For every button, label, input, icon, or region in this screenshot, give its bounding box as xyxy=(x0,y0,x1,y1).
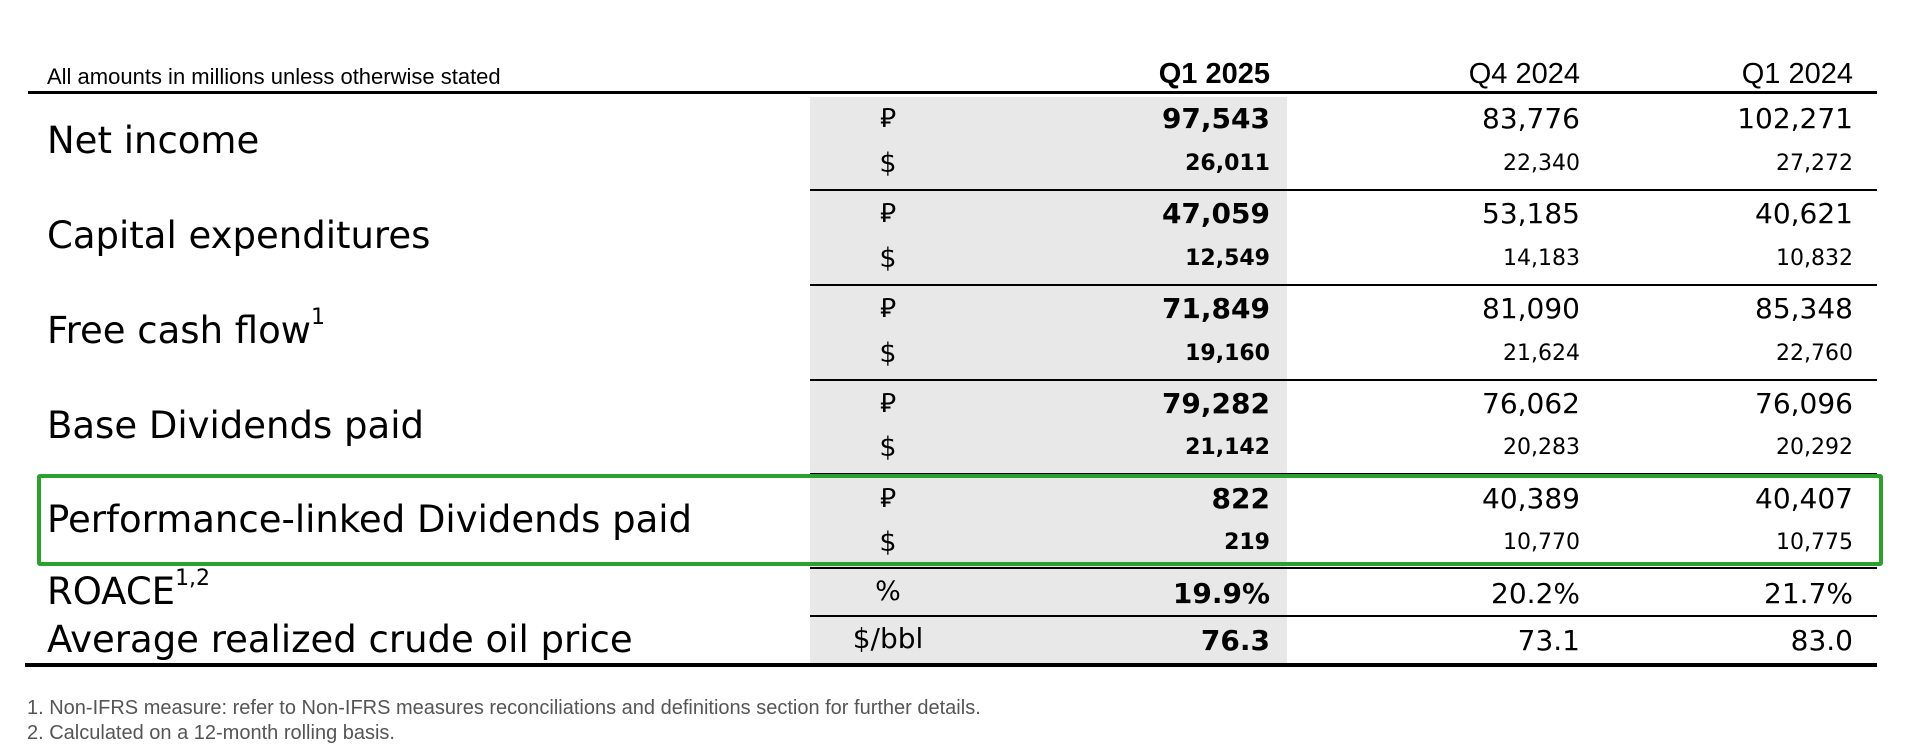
performance-dividends-highlight xyxy=(37,474,1883,566)
footnote-1: 1. Non-IFRS measure: refer to Non-IFRS m… xyxy=(27,697,981,719)
value-cell: 71,849 xyxy=(1161,292,1270,325)
row-label-performance-dividends: Performance-linked Dividends paid xyxy=(47,498,693,541)
unit-riyal-symbol: ⃁ xyxy=(879,293,897,324)
value-cell: 79,282 xyxy=(1161,387,1270,420)
value-cell: 10,832 xyxy=(1776,246,1853,271)
value-cell: 12,549 xyxy=(1185,246,1270,271)
unit-riyal-symbol: ⃁ xyxy=(879,483,897,514)
table-bottom-rule xyxy=(25,663,1877,667)
value-cell: 83,776 xyxy=(1482,102,1580,135)
value-cell: 27,272 xyxy=(1776,151,1853,176)
row-label-net-income: Net income xyxy=(47,119,260,162)
row-label-base-dividends: Base Dividends paid xyxy=(47,404,424,447)
unit-percent-symbol: % xyxy=(875,576,901,607)
header-rule xyxy=(28,91,1877,94)
value-cell: 22,760 xyxy=(1776,341,1853,366)
value-cell: 102,271 xyxy=(1737,102,1853,135)
amounts-note: All amounts in millions unless otherwise… xyxy=(47,64,501,89)
value-cell: 53,185 xyxy=(1482,197,1580,230)
value-cell: 822 xyxy=(1211,482,1270,515)
footnote-ref: 1 xyxy=(311,305,325,330)
unit-dollar-symbol: $ xyxy=(879,243,897,274)
q1-2025-column-shading xyxy=(810,97,1287,665)
row-label-roace: ROACE1,2 xyxy=(47,566,211,613)
value-cell: 26,011 xyxy=(1185,151,1270,176)
footnote-ref: 1,2 xyxy=(175,566,211,591)
unit-dollar-symbol: $ xyxy=(879,432,897,463)
unit-dollar-symbol: $ xyxy=(879,148,897,179)
value-cell: 219 xyxy=(1224,530,1270,555)
column-header-q1-2024: Q1 2024 xyxy=(1741,58,1853,90)
footnote-2: 2. Calculated on a 12-month rolling basi… xyxy=(27,722,395,744)
value-cell: 40,389 xyxy=(1482,482,1580,515)
row-divider xyxy=(810,189,1877,191)
value-cell: 40,621 xyxy=(1755,197,1853,230)
value-cell: 22,340 xyxy=(1503,151,1580,176)
unit-dollar-symbol: $ xyxy=(879,338,897,369)
row-divider xyxy=(810,567,1877,569)
row-label-crude-oil-price: Average realized crude oil price xyxy=(47,618,633,661)
value-cell: 85,348 xyxy=(1755,292,1853,325)
value-cell: 81,090 xyxy=(1482,292,1580,325)
value-cell: 21,624 xyxy=(1503,341,1580,366)
value-cell: 20,283 xyxy=(1503,435,1580,460)
row-label-free-cash-flow: Free cash flow1 xyxy=(47,305,325,352)
row-divider xyxy=(810,615,1877,617)
value-cell: 19.9% xyxy=(1172,577,1270,610)
column-header-q1-2025: Q1 2025 xyxy=(1158,58,1270,90)
value-cell: 14,183 xyxy=(1503,246,1580,271)
row-divider xyxy=(810,379,1877,381)
value-cell: 47,059 xyxy=(1161,197,1270,230)
value-cell: 19,160 xyxy=(1185,341,1270,366)
value-cell: 83.0 xyxy=(1790,624,1853,657)
column-header-q4-2024: Q4 2024 xyxy=(1468,58,1580,90)
value-cell: 20,292 xyxy=(1776,435,1853,460)
unit-dollar-symbol: $ xyxy=(879,527,897,558)
value-cell: 20.2% xyxy=(1491,577,1580,610)
value-cell: 10,770 xyxy=(1503,530,1580,555)
unit-riyal-symbol: ⃁ xyxy=(879,198,897,229)
unit-riyal-symbol: ⃁ xyxy=(879,388,897,419)
value-cell: 21,142 xyxy=(1185,435,1270,460)
unit-dollar-per-barrel: $/bbl xyxy=(852,622,924,655)
value-cell: 10,775 xyxy=(1776,530,1853,555)
unit-riyal-symbol: ⃁ xyxy=(879,103,897,134)
value-cell: 76,062 xyxy=(1482,387,1580,420)
value-cell: 76,096 xyxy=(1755,387,1853,420)
row-label-capital-expenditures: Capital expenditures xyxy=(47,214,431,257)
value-cell: 40,407 xyxy=(1755,482,1853,515)
value-cell: 76.3 xyxy=(1200,624,1270,657)
value-cell: 21.7% xyxy=(1764,577,1853,610)
value-cell: 97,543 xyxy=(1161,102,1270,135)
value-cell: 73.1 xyxy=(1517,624,1580,657)
row-divider xyxy=(810,284,1877,286)
